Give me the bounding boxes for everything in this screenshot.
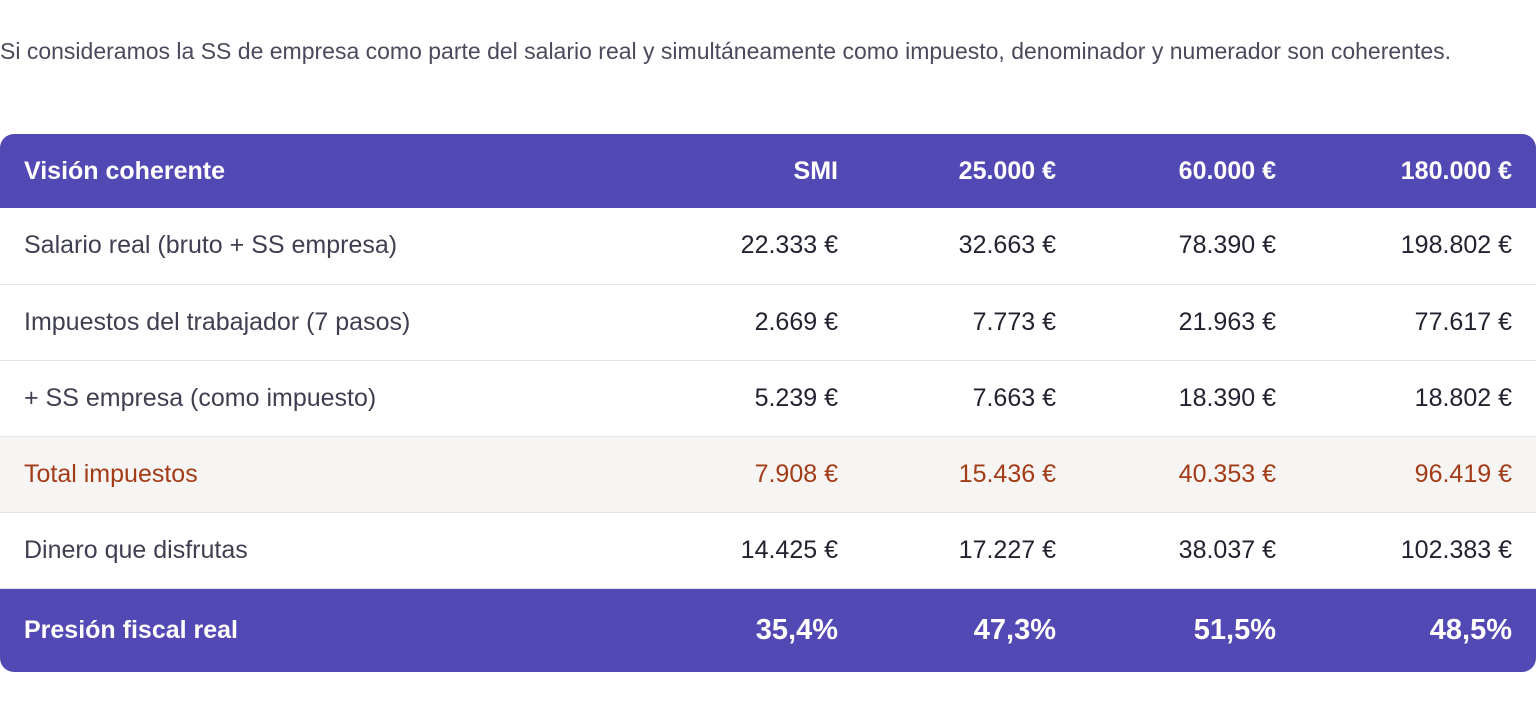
- cell-180000: 18.802 €: [1414, 383, 1512, 412]
- table-header-row: Visión coherente SMI 25.000 € 60.000 € 1…: [0, 134, 1536, 208]
- cell-25000: 32.663 €: [958, 231, 1056, 260]
- cell-60000: 38.037 €: [1178, 535, 1276, 564]
- header-cell-180000: 180.000 €: [1400, 156, 1512, 185]
- footer-cell-25000: 47,3%: [973, 613, 1056, 646]
- cell-180000: 102.383 €: [1400, 535, 1512, 564]
- header-cell-60000: 60.000 €: [1178, 156, 1276, 185]
- cell-60000: 21.963 €: [1178, 307, 1276, 336]
- cell-25000: 15.436 €: [958, 459, 1056, 488]
- row-label: Dinero que disfrutas: [24, 535, 248, 564]
- fiscal-pressure-table-container: Visión coherente SMI 25.000 € 60.000 € 1…: [0, 134, 1536, 672]
- row-label: Salario real (bruto + SS empresa): [24, 231, 398, 260]
- footer-cell-smi: 35,4%: [755, 613, 838, 646]
- header-cell-concept: Visión coherente: [24, 156, 225, 185]
- table-row-ss-empresa: + SS empresa (como impuesto) 5.239 € 7.6…: [0, 360, 1536, 436]
- row-label: Total impuestos: [24, 459, 198, 488]
- footer-cell-60000: 51,5%: [1193, 613, 1276, 646]
- intro-paragraph: Si consideramos la SS de empresa como pa…: [0, 38, 1452, 64]
- table-row-dinero-disfrutas: Dinero que disfrutas 14.425 € 17.227 € 3…: [0, 512, 1536, 588]
- row-label: + SS empresa (como impuesto): [24, 383, 377, 412]
- cell-25000: 17.227 €: [958, 535, 1056, 564]
- cell-180000: 77.617 €: [1414, 307, 1512, 336]
- cell-smi: 7.908 €: [754, 459, 838, 488]
- footer-cell-180000: 48,5%: [1429, 613, 1512, 646]
- table-row-salario-real: Salario real (bruto + SS empresa) 22.333…: [0, 208, 1536, 284]
- header-cell-smi: SMI: [793, 156, 838, 185]
- cell-smi: 5.239 €: [754, 383, 838, 412]
- cell-25000: 7.773 €: [972, 307, 1056, 336]
- table-row-total-impuestos: Total impuestos 7.908 € 15.436 € 40.353 …: [0, 436, 1536, 512]
- cell-180000: 198.802 €: [1400, 231, 1512, 260]
- cell-smi: 14.425 €: [740, 535, 838, 564]
- header-cell-25000: 25.000 €: [958, 156, 1056, 185]
- cell-60000: 18.390 €: [1178, 383, 1276, 412]
- cell-25000: 7.663 €: [972, 383, 1056, 412]
- table-footer-row: Presión fiscal real 35,4% 47,3% 51,5% 48…: [0, 588, 1536, 672]
- footer-label: Presión fiscal real: [24, 615, 239, 644]
- fiscal-pressure-table: Visión coherente SMI 25.000 € 60.000 € 1…: [0, 134, 1536, 672]
- cell-smi: 22.333 €: [740, 231, 838, 260]
- cell-60000: 78.390 €: [1178, 231, 1276, 260]
- cell-180000: 96.419 €: [1414, 459, 1512, 488]
- row-label: Impuestos del trabajador (7 pasos): [24, 307, 411, 336]
- cell-smi: 2.669 €: [754, 307, 838, 336]
- table-row-impuestos-trabajador: Impuestos del trabajador (7 pasos) 2.669…: [0, 284, 1536, 360]
- cell-60000: 40.353 €: [1178, 459, 1276, 488]
